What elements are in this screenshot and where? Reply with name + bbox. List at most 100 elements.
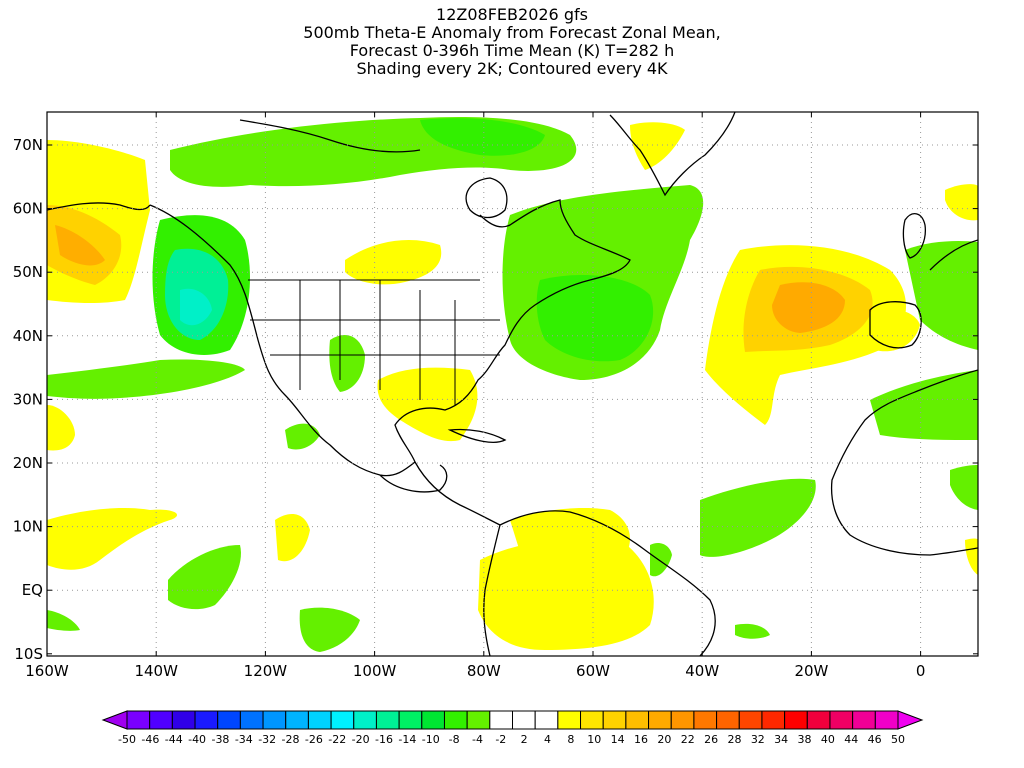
colorbar-label: -44 <box>165 733 183 746</box>
colorbar-box <box>693 710 718 730</box>
shade-africa-yellow <box>965 538 978 575</box>
shade-iberia-yellow <box>870 308 920 352</box>
colorbar-box <box>829 710 854 730</box>
colorbar-label: -2 <box>495 733 506 746</box>
coast-canada-north <box>239 119 421 153</box>
lat-label: EQ <box>22 581 43 599</box>
colorbar-box <box>670 710 695 730</box>
plot-frame <box>46 111 979 657</box>
colorbar-label: 16 <box>634 733 648 746</box>
lon-label: 120W <box>244 662 288 680</box>
colorbar-box <box>353 710 377 730</box>
colorbar-box <box>602 710 627 730</box>
shade-texas-green <box>329 335 365 392</box>
shade-eastpacific-green <box>168 545 241 610</box>
shade-brazil-green <box>650 543 672 577</box>
lat-label: 70N <box>13 136 43 154</box>
lat-label: 10N <box>13 518 43 536</box>
colorbar-box <box>648 710 672 730</box>
lon-label: 40W <box>685 662 719 680</box>
shade-gulf-yellow <box>377 367 478 442</box>
colorbar-label: -28 <box>282 733 300 746</box>
coast-africa <box>830 369 978 556</box>
colorbar-label: -38 <box>211 733 229 746</box>
colorbar-label: -8 <box>449 733 460 746</box>
colorbar-label: 50 <box>891 733 905 746</box>
coast-hudson-bay <box>465 177 508 219</box>
state-borders <box>248 279 500 405</box>
lat-label: 20N <box>13 454 43 472</box>
colorbar-label: -26 <box>305 733 323 746</box>
lon-label: 100W <box>353 662 397 680</box>
colorbar-box <box>194 710 219 730</box>
shade-greenland-yellow <box>630 122 685 170</box>
colorbar-label: -50 <box>118 733 136 746</box>
shade-pacific-small-yellow <box>275 514 310 562</box>
shade-pacific-band-green <box>47 359 245 399</box>
colorbar-box <box>580 710 604 730</box>
colorbar-box <box>398 710 423 730</box>
colorbar-label: 20 <box>657 733 671 746</box>
colorbar-arrow-left <box>101 710 128 730</box>
colorbar-box <box>534 710 559 730</box>
colorbar-label: 28 <box>727 733 741 746</box>
colorbar-label: -22 <box>328 733 346 746</box>
shade-atlantic-orange <box>772 282 845 333</box>
colorbar-label: 4 <box>544 733 551 746</box>
colorbar-box <box>262 710 287 730</box>
colorbar-box <box>239 710 264 730</box>
colorbar-box <box>489 710 513 730</box>
lon-label: 140W <box>134 662 178 680</box>
coast-central-america <box>414 461 501 526</box>
colorbar-box <box>852 710 876 730</box>
shade-pacific-nw-cyan2 <box>180 288 212 326</box>
shade-southatlantic-green <box>735 623 770 639</box>
colorbar-box <box>443 710 468 730</box>
anomaly-shading <box>47 112 978 656</box>
title-line-4: Shading every 2K; Contoured every 4K <box>356 59 668 78</box>
colorbar-label: -14 <box>398 733 416 746</box>
colorbar-box <box>126 710 151 730</box>
colorbar-label: 22 <box>681 733 695 746</box>
shade-hawaii-yellow <box>47 405 75 451</box>
colorbar-label: 10 <box>587 733 601 746</box>
colorbar-label: 2 <box>521 733 528 746</box>
lat-label: 60N <box>13 200 43 218</box>
colorbar-box <box>557 710 582 730</box>
shade-mideurope-green <box>870 370 978 440</box>
colorbar-label: -10 <box>422 733 440 746</box>
shade-europe-yellow <box>945 184 978 221</box>
colorbar-box <box>761 710 786 730</box>
lat-label: 50N <box>13 263 43 281</box>
chart-title: 12Z08FEB2026 gfs 500mb Theta-E Anomaly f… <box>0 6 1024 78</box>
shade-canada-yellow <box>345 240 442 285</box>
lon-label: 80W <box>467 662 501 680</box>
shade-colombia-yellow <box>510 508 630 558</box>
colorbar-box <box>285 710 309 730</box>
colorbar-box <box>625 710 650 730</box>
shade-pacific-island-green <box>47 610 80 631</box>
lon-label: 20W <box>794 662 828 680</box>
coast-south-america <box>499 510 716 656</box>
coast-sa-west <box>483 524 501 656</box>
shade-midatlantic-green <box>700 478 816 557</box>
colorbar-label: -4 <box>472 733 483 746</box>
shade-centralamerica-yellow <box>47 508 178 570</box>
colorbar-label: 8 <box>567 733 574 746</box>
colorbar-label: -34 <box>235 733 253 746</box>
coast-gulf-mexico <box>379 464 448 493</box>
colorbar-box <box>307 710 332 730</box>
colorbar-box <box>512 710 536 730</box>
colorbar-box <box>421 710 445 730</box>
colorbar-label: 34 <box>774 733 788 746</box>
colorbar-label: -40 <box>188 733 206 746</box>
colorbar-label: 26 <box>704 733 718 746</box>
colorbar-box <box>217 710 241 730</box>
colorbar-arrow-right <box>897 710 924 730</box>
latitude-axis: 70N 60N 50N 40N 30N 20N 10N EQ 10S <box>13 136 978 663</box>
colorbar-box <box>738 710 763 730</box>
colorbar-box <box>171 710 196 730</box>
colorbar-box <box>806 710 831 730</box>
title-line-1: 12Z08FEB2026 gfs <box>436 5 588 24</box>
